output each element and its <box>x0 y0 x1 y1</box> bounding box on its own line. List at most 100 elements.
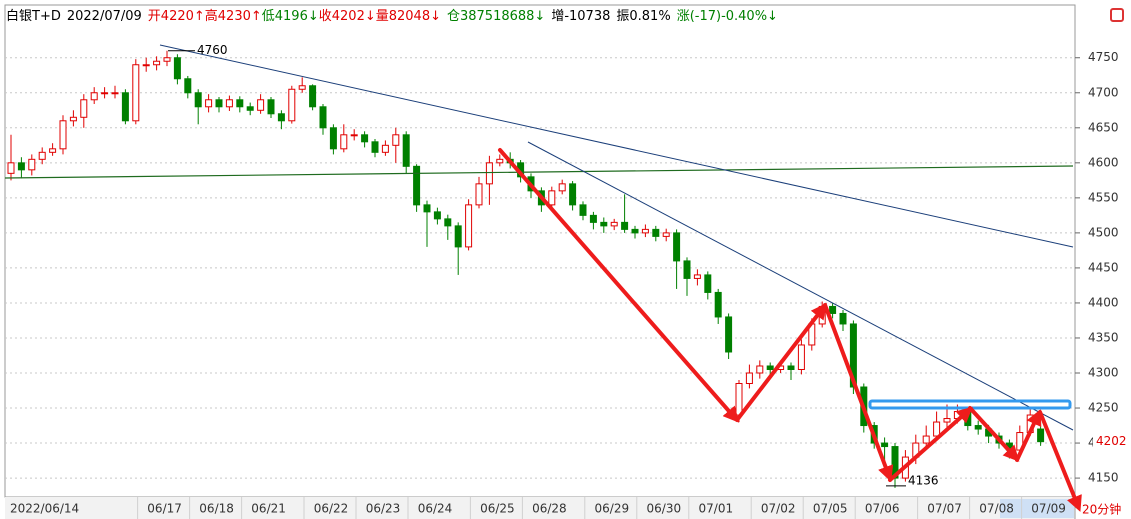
last-price-box <box>1093 433 1129 450</box>
arrow <box>735 302 827 422</box>
candle-body <box>714 291 722 318</box>
y-tick-label: 4650 <box>1088 120 1119 134</box>
candle-body <box>49 148 57 153</box>
candle-body <box>298 85 306 90</box>
candle-body <box>673 232 681 262</box>
y-tick-label: 4500 <box>1088 225 1119 239</box>
max-label: 4760 <box>197 43 228 57</box>
candle-body <box>111 92 119 95</box>
candle-body <box>745 372 753 385</box>
candle-body <box>59 120 67 150</box>
y-tick-label: 4750 <box>1088 50 1119 64</box>
candle-body <box>194 92 202 108</box>
candle-body <box>621 221 629 230</box>
arrow <box>1015 409 1042 462</box>
arrow <box>968 406 1020 462</box>
header: 白银T+D 2022/07/09 开4220↑高4230↑低4196↓收4202↓量… <box>6 8 778 24</box>
candle-body <box>246 106 254 111</box>
candle-body <box>933 421 941 437</box>
trend-line <box>4 165 1074 179</box>
candle-body <box>558 183 566 192</box>
candle-body <box>267 99 275 115</box>
arrow <box>1038 410 1082 512</box>
candle-body <box>849 323 857 388</box>
candle-body <box>444 218 452 227</box>
x-tick-label: 06/24 <box>418 502 453 516</box>
candle-body <box>1037 428 1045 443</box>
candle-body <box>225 99 233 108</box>
arrow <box>823 303 894 482</box>
candle-body <box>600 221 608 227</box>
header-field: 量82048↓ <box>376 9 441 24</box>
y-tick-label: 4150 <box>1088 471 1119 485</box>
candle-body <box>80 99 88 118</box>
x-tick-label: 07/06 <box>865 502 900 516</box>
candle-body <box>257 99 265 111</box>
candle-body <box>132 64 140 122</box>
candle-body <box>90 92 98 101</box>
last-price-label: 4202 <box>1096 434 1127 448</box>
x-tick-label: 07/07 <box>927 502 962 516</box>
candle-body <box>215 99 223 108</box>
candle-body <box>881 442 889 448</box>
candle-body <box>184 78 192 94</box>
y-tick-label: 4350 <box>1088 330 1119 344</box>
candle-body <box>662 232 670 237</box>
y-tick-label: 4250 <box>1088 401 1119 415</box>
candle-body <box>704 274 712 293</box>
candle-body <box>101 92 109 95</box>
candle-body <box>205 99 213 108</box>
candle-body <box>787 365 795 370</box>
candle-body <box>641 228 649 234</box>
x-tick-label: 06/30 <box>647 502 682 516</box>
candle-body <box>485 162 493 185</box>
candle-body <box>766 365 774 370</box>
x-axis-strip <box>5 497 1075 519</box>
candle-body <box>288 88 296 122</box>
header-field: 收4202↓ <box>319 9 376 24</box>
header-field: 振0.81% <box>616 9 670 24</box>
x-tick-label: 06/18 <box>199 502 234 516</box>
candle-body <box>153 60 161 66</box>
y-tick-label: 4550 <box>1088 190 1119 204</box>
header-field: 高4230↑ <box>205 8 262 24</box>
candle-body <box>922 435 930 444</box>
x-tick-label: 06/29 <box>595 502 630 516</box>
arrow <box>888 406 973 482</box>
arrows <box>498 148 1082 512</box>
candle-body <box>756 365 764 374</box>
candle-body <box>69 116 77 122</box>
x-tick-label: 07/09 <box>1031 502 1066 516</box>
candle-body <box>38 151 46 160</box>
candle-body <box>163 57 171 62</box>
candle-body <box>173 57 181 80</box>
candle-body <box>579 204 587 216</box>
x-tick-label: 06/22 <box>314 502 349 516</box>
candle-body <box>142 64 150 67</box>
candles <box>7 50 1045 488</box>
candle-body <box>309 85 317 108</box>
candle-body <box>277 113 285 122</box>
interval-label: 20分钟 <box>1082 502 1121 517</box>
y-tick-label: 4400 <box>1088 295 1119 309</box>
window-icon[interactable] <box>1110 8 1124 22</box>
trend-line <box>527 141 1074 431</box>
candle-body <box>121 92 129 122</box>
candle-body <box>589 214 597 223</box>
header-field: 白银T+D <box>6 8 61 24</box>
candle-body <box>652 228 660 237</box>
candle-body <box>683 260 691 279</box>
candle-body <box>465 204 473 248</box>
candle-body <box>475 183 483 206</box>
x-tick-label: 06/17 <box>147 502 182 516</box>
header-field: 2022/07/09 <box>67 9 142 24</box>
candle-body <box>725 316 733 353</box>
candle-body <box>329 127 337 150</box>
header-field: 仓387518688↓ <box>447 9 545 24</box>
candle-body <box>371 141 379 153</box>
candle-body <box>28 158 36 171</box>
x-tick-label: 07/05 <box>813 502 848 516</box>
header-field: 开4220↑ <box>148 9 205 24</box>
header-field: 低4196↓ <box>262 9 319 24</box>
